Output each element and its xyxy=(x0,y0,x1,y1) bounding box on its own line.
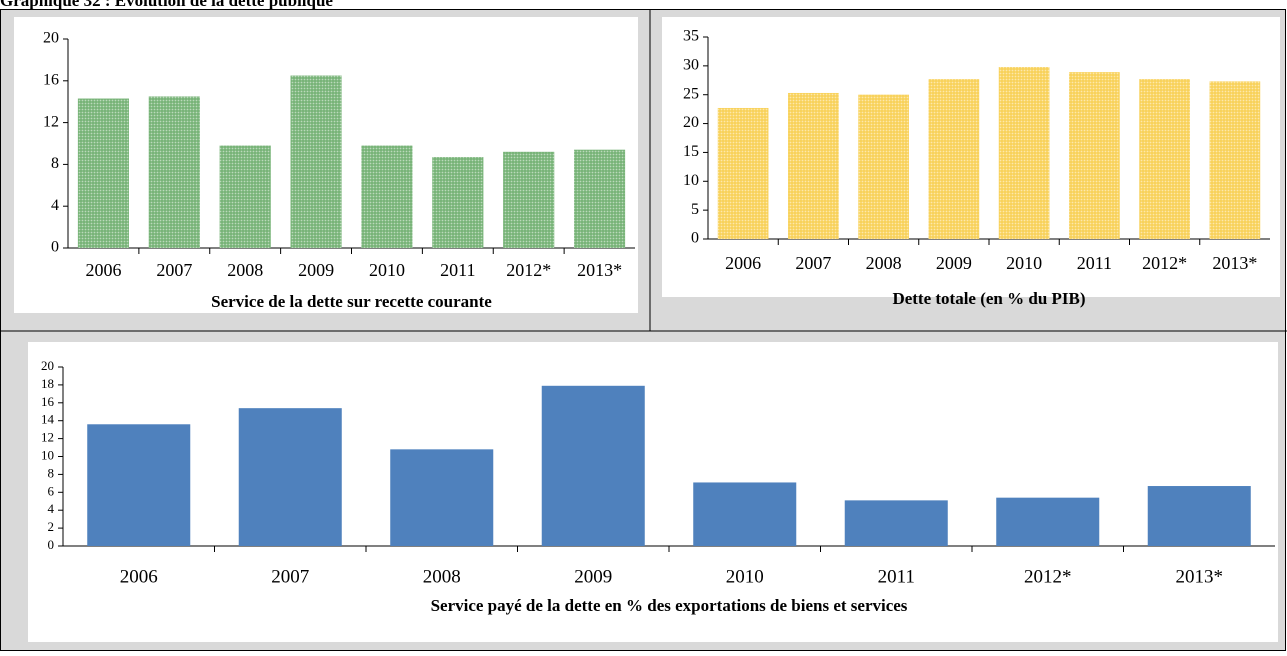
bar xyxy=(844,500,948,546)
y-tick-label: 8 xyxy=(48,465,55,480)
x-tick-label: 2006 xyxy=(120,566,158,587)
x-tick-label: 2009 xyxy=(936,253,972,273)
y-tick-label: 16 xyxy=(43,71,59,88)
x-tick-label: 2009 xyxy=(298,260,334,280)
figure-title: Graphique 32 : Évolution de la dette pub… xyxy=(0,0,333,10)
x-tick-label: 2008 xyxy=(423,566,461,587)
x-tick-label: 2006 xyxy=(725,253,761,273)
x-tick-label: 2013* xyxy=(1212,253,1257,273)
bar-texture xyxy=(1139,79,1190,239)
x-tick-label: 2007 xyxy=(156,260,192,280)
y-tick-label: 5 xyxy=(691,201,699,218)
bar-texture xyxy=(290,75,342,248)
bar xyxy=(87,424,191,546)
y-tick-label: 10 xyxy=(683,172,699,189)
x-tick-label: 2007 xyxy=(795,253,831,273)
bar-texture xyxy=(717,107,769,239)
bar-texture xyxy=(219,145,271,248)
y-tick-label: 12 xyxy=(43,113,59,130)
y-tick-label: 14 xyxy=(41,412,55,427)
bar-texture xyxy=(432,157,484,248)
x-tick-label: 2007 xyxy=(271,566,309,587)
bar xyxy=(541,385,645,546)
bar xyxy=(996,497,1100,546)
x-tick-label: 2013* xyxy=(577,260,622,280)
bar xyxy=(693,482,797,546)
plot-background xyxy=(28,342,1278,642)
x-tick-label: 2011 xyxy=(878,566,915,587)
bar-texture xyxy=(998,67,1050,239)
x-tick-label: 2010 xyxy=(726,566,764,587)
y-tick-label: 0 xyxy=(691,230,699,247)
y-tick-label: 35 xyxy=(683,28,699,45)
x-axis-label: Dette totale (en % du PIB) xyxy=(892,289,1085,308)
y-tick-label: 25 xyxy=(683,85,699,102)
y-tick-label: 20 xyxy=(41,358,54,373)
y-tick-label: 20 xyxy=(43,30,59,47)
y-tick-label: 18 xyxy=(41,376,54,391)
x-tick-label: 2010 xyxy=(1006,253,1042,273)
x-tick-label: 2011 xyxy=(440,260,475,280)
bar-texture xyxy=(1209,81,1261,239)
x-tick-label: 2010 xyxy=(369,260,405,280)
y-tick-label: 20 xyxy=(683,114,699,131)
y-tick-label: 30 xyxy=(683,57,699,74)
bar-texture xyxy=(361,145,413,248)
x-tick-label: 2013* xyxy=(1176,566,1224,587)
y-tick-label: 15 xyxy=(683,143,699,160)
y-tick-label: 12 xyxy=(41,430,54,445)
y-tick-label: 8 xyxy=(51,155,59,172)
bar-texture xyxy=(77,98,129,248)
x-tick-label: 2006 xyxy=(85,260,121,280)
bar xyxy=(238,408,342,546)
bar xyxy=(390,449,494,546)
bar-texture xyxy=(574,149,626,248)
bar-texture xyxy=(788,92,839,240)
y-tick-label: 4 xyxy=(48,501,55,516)
bar-texture xyxy=(503,151,555,248)
x-tick-label: 2012* xyxy=(1142,253,1187,273)
x-tick-label: 2011 xyxy=(1077,253,1112,273)
y-tick-label: 6 xyxy=(48,483,55,498)
bar-texture xyxy=(148,96,200,248)
y-tick-label: 0 xyxy=(51,239,59,256)
y-tick-label: 16 xyxy=(41,394,55,409)
x-axis-label: Service payé de la dette en % des export… xyxy=(431,596,908,615)
x-tick-label: 2008 xyxy=(866,253,902,273)
y-tick-label: 10 xyxy=(41,447,54,462)
y-tick-label: 2 xyxy=(48,519,55,534)
x-axis-label: Service de la dette sur recette courante xyxy=(211,292,492,311)
y-tick-label: 4 xyxy=(51,197,59,214)
x-tick-label: 2012* xyxy=(1024,566,1072,587)
x-tick-label: 2008 xyxy=(227,260,263,280)
bar xyxy=(1147,486,1251,546)
x-tick-label: 2012* xyxy=(506,260,551,280)
y-tick-label: 0 xyxy=(48,537,55,552)
bar-texture xyxy=(928,79,980,239)
bar-texture xyxy=(858,94,909,239)
x-tick-label: 2009 xyxy=(574,566,612,587)
bar-texture xyxy=(1069,72,1120,239)
